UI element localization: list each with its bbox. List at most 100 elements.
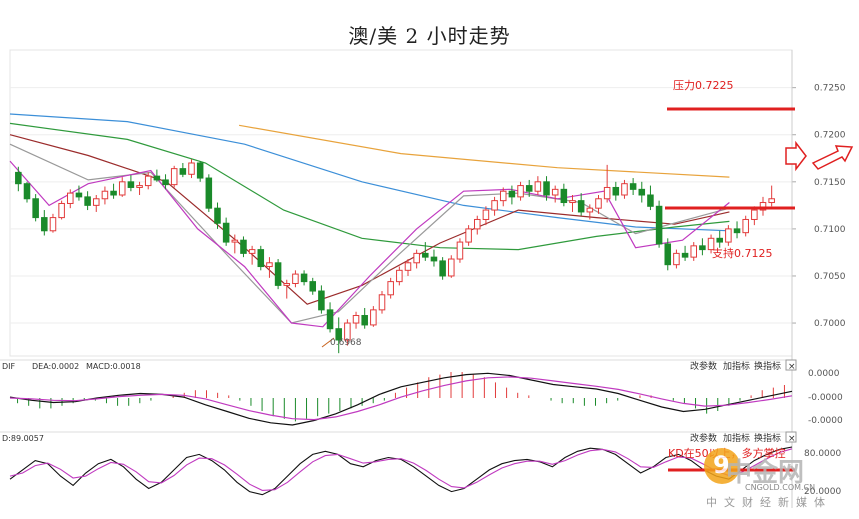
candle-body [439,260,446,277]
edit-params-button[interactable]: 改参数 [690,432,717,444]
candle-body [222,222,230,243]
candle-body [387,281,394,296]
candle-body [361,315,368,326]
edit-params-button[interactable]: 改参数 [690,360,717,372]
candle-body [153,175,161,181]
candle-body [482,209,490,220]
candle-body [612,186,620,196]
arrow-right-icon [785,140,807,172]
logo-mark-glyph: 9 [713,451,730,479]
candle-body [422,252,429,258]
support-label: 支持0.7125 [712,246,773,260]
kdj-d-line [9,448,793,491]
candle-body [266,262,273,268]
candle-body [759,202,767,211]
swap-indicator-button[interactable]: 换指标 [754,432,781,444]
moving-average-line [238,124,730,178]
candle-body [188,162,195,175]
candle-body [292,273,299,285]
y-tick-label: 0.7150 [814,178,846,188]
candle-body [283,283,291,286]
candle-body [58,202,65,219]
y-tick-label: 0.7250 [814,84,846,94]
candle-body [75,192,83,198]
candle-body [586,207,594,213]
candle-body [274,262,282,286]
macd-y-tick-label: -0.0000 [808,416,843,426]
candle-body [240,239,247,254]
kdj-y-tick-label: 80.0000 [804,449,841,459]
macd-y-tick-label: 0.0000 [808,369,840,379]
candle-body [448,258,455,277]
swap-indicator-button[interactable]: 换指标 [754,360,781,372]
candle-body [101,190,109,200]
candle-body [335,328,342,341]
candle-body [499,190,507,202]
candle-body [378,294,386,311]
candle-body [127,181,135,188]
close-glyph: × [788,434,796,444]
candle-body [560,188,568,204]
main-plot-area [9,49,793,357]
candle-body [751,209,758,220]
candle-body [603,186,611,200]
candle-body [629,183,637,190]
close-icon[interactable] [785,359,797,371]
candle-body [84,196,91,206]
candle-body [707,237,715,251]
candle-body [370,309,377,326]
candle-body [742,218,749,234]
candle-body [465,228,472,243]
candle-body [110,190,117,196]
candle-body [205,177,213,209]
candle-body [309,281,317,292]
candle-body [300,273,308,283]
candle-body [92,198,100,206]
candle-body [344,322,351,341]
close-glyph: × [788,362,796,372]
candle-body [673,252,680,266]
add-indicator-button[interactable]: 加指标 [723,432,750,444]
candle-body [231,239,239,243]
candle-body [32,198,39,219]
candle-body [352,315,360,324]
candle-body [49,217,57,232]
candle-body [664,243,672,266]
arrow-up-right-icon [811,145,854,170]
candle-body [551,188,559,196]
candle-body [725,228,732,243]
candle-body [118,181,126,196]
candle-body [647,194,654,207]
candle-body [491,200,498,211]
macd-legend-macd: MACD:0.0018 [86,362,141,371]
candle-body [179,168,187,175]
candle-body [430,256,438,262]
candle-body [621,183,628,196]
candle-body [196,162,204,179]
candle-body [716,237,723,243]
macd-legend-dif: DIF [2,362,16,371]
watermark-tagline: 中文财经新媒体 [706,496,832,509]
candle-body [517,185,524,198]
add-indicator-button[interactable]: 加指标 [723,360,750,372]
candle-body [508,190,516,198]
candle-body [413,252,420,264]
candle-body [15,171,22,185]
macd-dif-line [9,372,793,426]
close-icon[interactable] [785,431,797,443]
candle-body [41,217,48,232]
candle-body [595,198,602,209]
moving-average-line [9,160,730,328]
chart-title: 澳/美 2 小时走势 [348,24,511,48]
kdj-y-tick-label: 20.0000 [804,487,841,497]
moving-average-line [9,113,730,232]
candle-body [473,218,481,230]
candle-body [214,207,221,224]
candle-body [136,185,143,188]
candle-body [768,198,775,204]
low-label: 0.6968 [330,338,362,348]
candle-body [543,181,550,196]
candle-body [326,309,334,330]
candle-body [638,188,646,196]
